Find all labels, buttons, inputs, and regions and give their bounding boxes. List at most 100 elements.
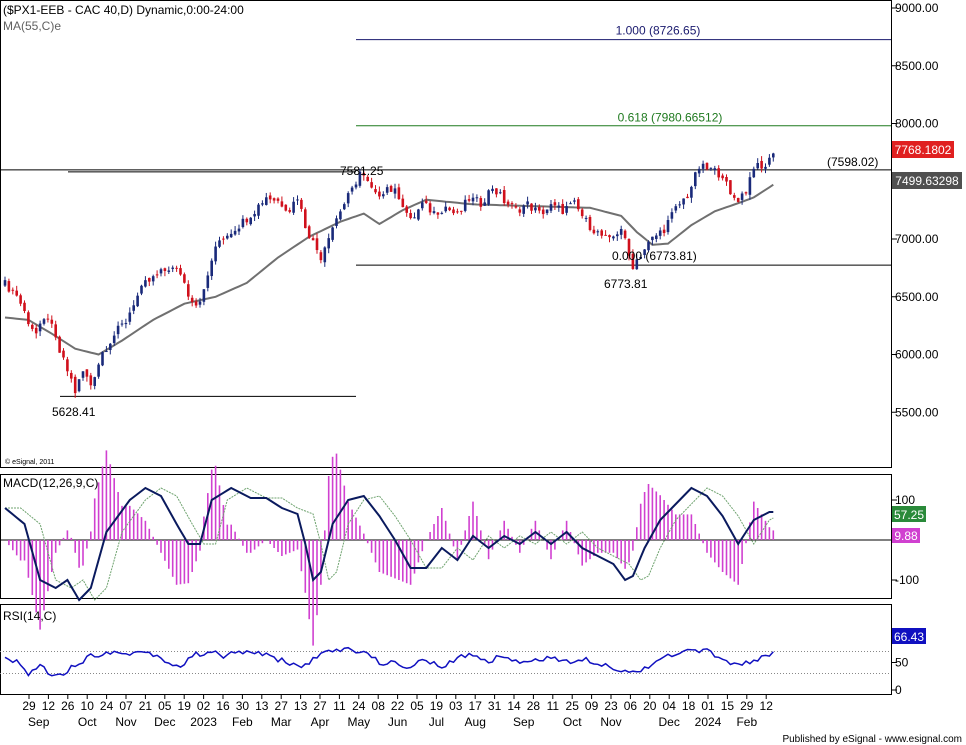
price-candle <box>495 188 498 198</box>
candle-body <box>3 280 7 286</box>
candle-body <box>643 249 646 256</box>
fib-000-label: 0.000 (6773.81) <box>612 249 697 263</box>
price-candle <box>569 201 572 205</box>
candle-body <box>148 277 151 282</box>
candle-body <box>678 204 681 206</box>
x-tick-label: 14 <box>507 699 521 713</box>
x-tick-label: 13 <box>294 699 308 713</box>
price-candle <box>764 163 767 174</box>
candle-body <box>233 230 237 235</box>
price-candle <box>23 300 26 314</box>
low-label-2: 6773.81 <box>604 277 648 291</box>
fib-618-label: 0.618 (7980.66512) <box>618 111 723 125</box>
price-candle <box>432 206 436 215</box>
candle-body <box>424 200 428 203</box>
candle-body <box>54 324 57 338</box>
price-candle <box>436 212 440 219</box>
candle-body <box>93 377 96 386</box>
price-candle <box>374 185 377 195</box>
y-tick-label: 9000.00 <box>895 1 939 15</box>
price-candle <box>475 194 479 203</box>
candle-body <box>401 198 405 208</box>
price-candle <box>643 249 646 259</box>
price-candle <box>736 197 740 203</box>
candle-body <box>253 214 256 217</box>
candle-body <box>42 319 46 324</box>
macd-signal-line <box>5 487 774 601</box>
candle-body <box>296 199 299 201</box>
x-tick-label: 26 <box>61 699 75 713</box>
candle-body <box>565 206 568 213</box>
x-tick-label: 03 <box>449 699 463 713</box>
price-candle <box>592 225 596 235</box>
x-tick-label: 31 <box>488 699 502 713</box>
price-candle <box>315 233 319 254</box>
candle-body <box>346 193 350 204</box>
candle-body <box>573 200 576 202</box>
candle-body <box>405 206 408 213</box>
month-label: Dec <box>154 715 175 729</box>
candle-body <box>66 359 69 372</box>
x-tick-label: 29 <box>740 699 754 713</box>
price-candle <box>577 197 580 212</box>
price-candle <box>85 369 89 382</box>
price-candle <box>214 241 217 265</box>
price-candle <box>155 270 159 279</box>
price-candle <box>307 224 311 239</box>
candle-body <box>647 241 650 251</box>
month-label: Feb <box>736 715 757 729</box>
price-candle <box>280 196 284 208</box>
x-tick-label: 24 <box>100 699 114 713</box>
candle-body <box>561 203 564 214</box>
candle-body <box>378 191 381 197</box>
candle-body <box>538 207 541 211</box>
price-candle <box>132 300 135 315</box>
x-tick-label: 30 <box>236 699 250 713</box>
candle-body <box>608 235 611 238</box>
candle-body <box>748 177 752 195</box>
price-candle <box>460 210 463 215</box>
price-candle <box>378 186 381 200</box>
candle-body <box>62 350 65 358</box>
candle-body <box>300 199 303 209</box>
price-candle <box>101 351 104 367</box>
price-candle <box>405 205 408 217</box>
candle-body <box>46 318 50 320</box>
price-candle <box>393 183 397 199</box>
price-candle <box>600 228 603 239</box>
candle-body <box>651 236 654 241</box>
x-tick-label: 22 <box>391 699 405 713</box>
x-tick-label: 07 <box>119 699 133 713</box>
ma-label: MA(55,C)e <box>3 19 61 33</box>
candle-body <box>179 268 182 275</box>
candle-body <box>409 213 412 219</box>
x-tick-label: 02 <box>197 699 211 713</box>
price-candle <box>42 318 46 326</box>
price-candle <box>686 193 689 199</box>
rsi-value-tag <box>892 628 926 644</box>
price-candle <box>549 200 553 213</box>
candle-body <box>272 198 276 201</box>
price-candle <box>19 293 22 307</box>
price-candle <box>218 236 221 249</box>
candle-body <box>70 372 73 379</box>
x-tick-label: 19 <box>430 699 444 713</box>
month-label: Jul <box>429 715 444 729</box>
candle-body <box>319 252 323 261</box>
x-tick-label: 27 <box>313 699 327 713</box>
price-candle <box>109 342 112 355</box>
candle-body <box>187 284 190 297</box>
price-candle <box>58 335 61 353</box>
price-candle <box>397 183 401 200</box>
candle-body <box>284 204 288 211</box>
candle-body <box>417 209 420 220</box>
candle-body <box>549 204 553 211</box>
price-candle <box>128 307 132 325</box>
candle-body <box>249 217 252 225</box>
price-candle <box>73 374 77 398</box>
x-tick-label: 11 <box>333 699 346 713</box>
candle-body <box>339 211 342 220</box>
candle-body <box>666 220 670 233</box>
month-label: Apr <box>311 715 330 729</box>
